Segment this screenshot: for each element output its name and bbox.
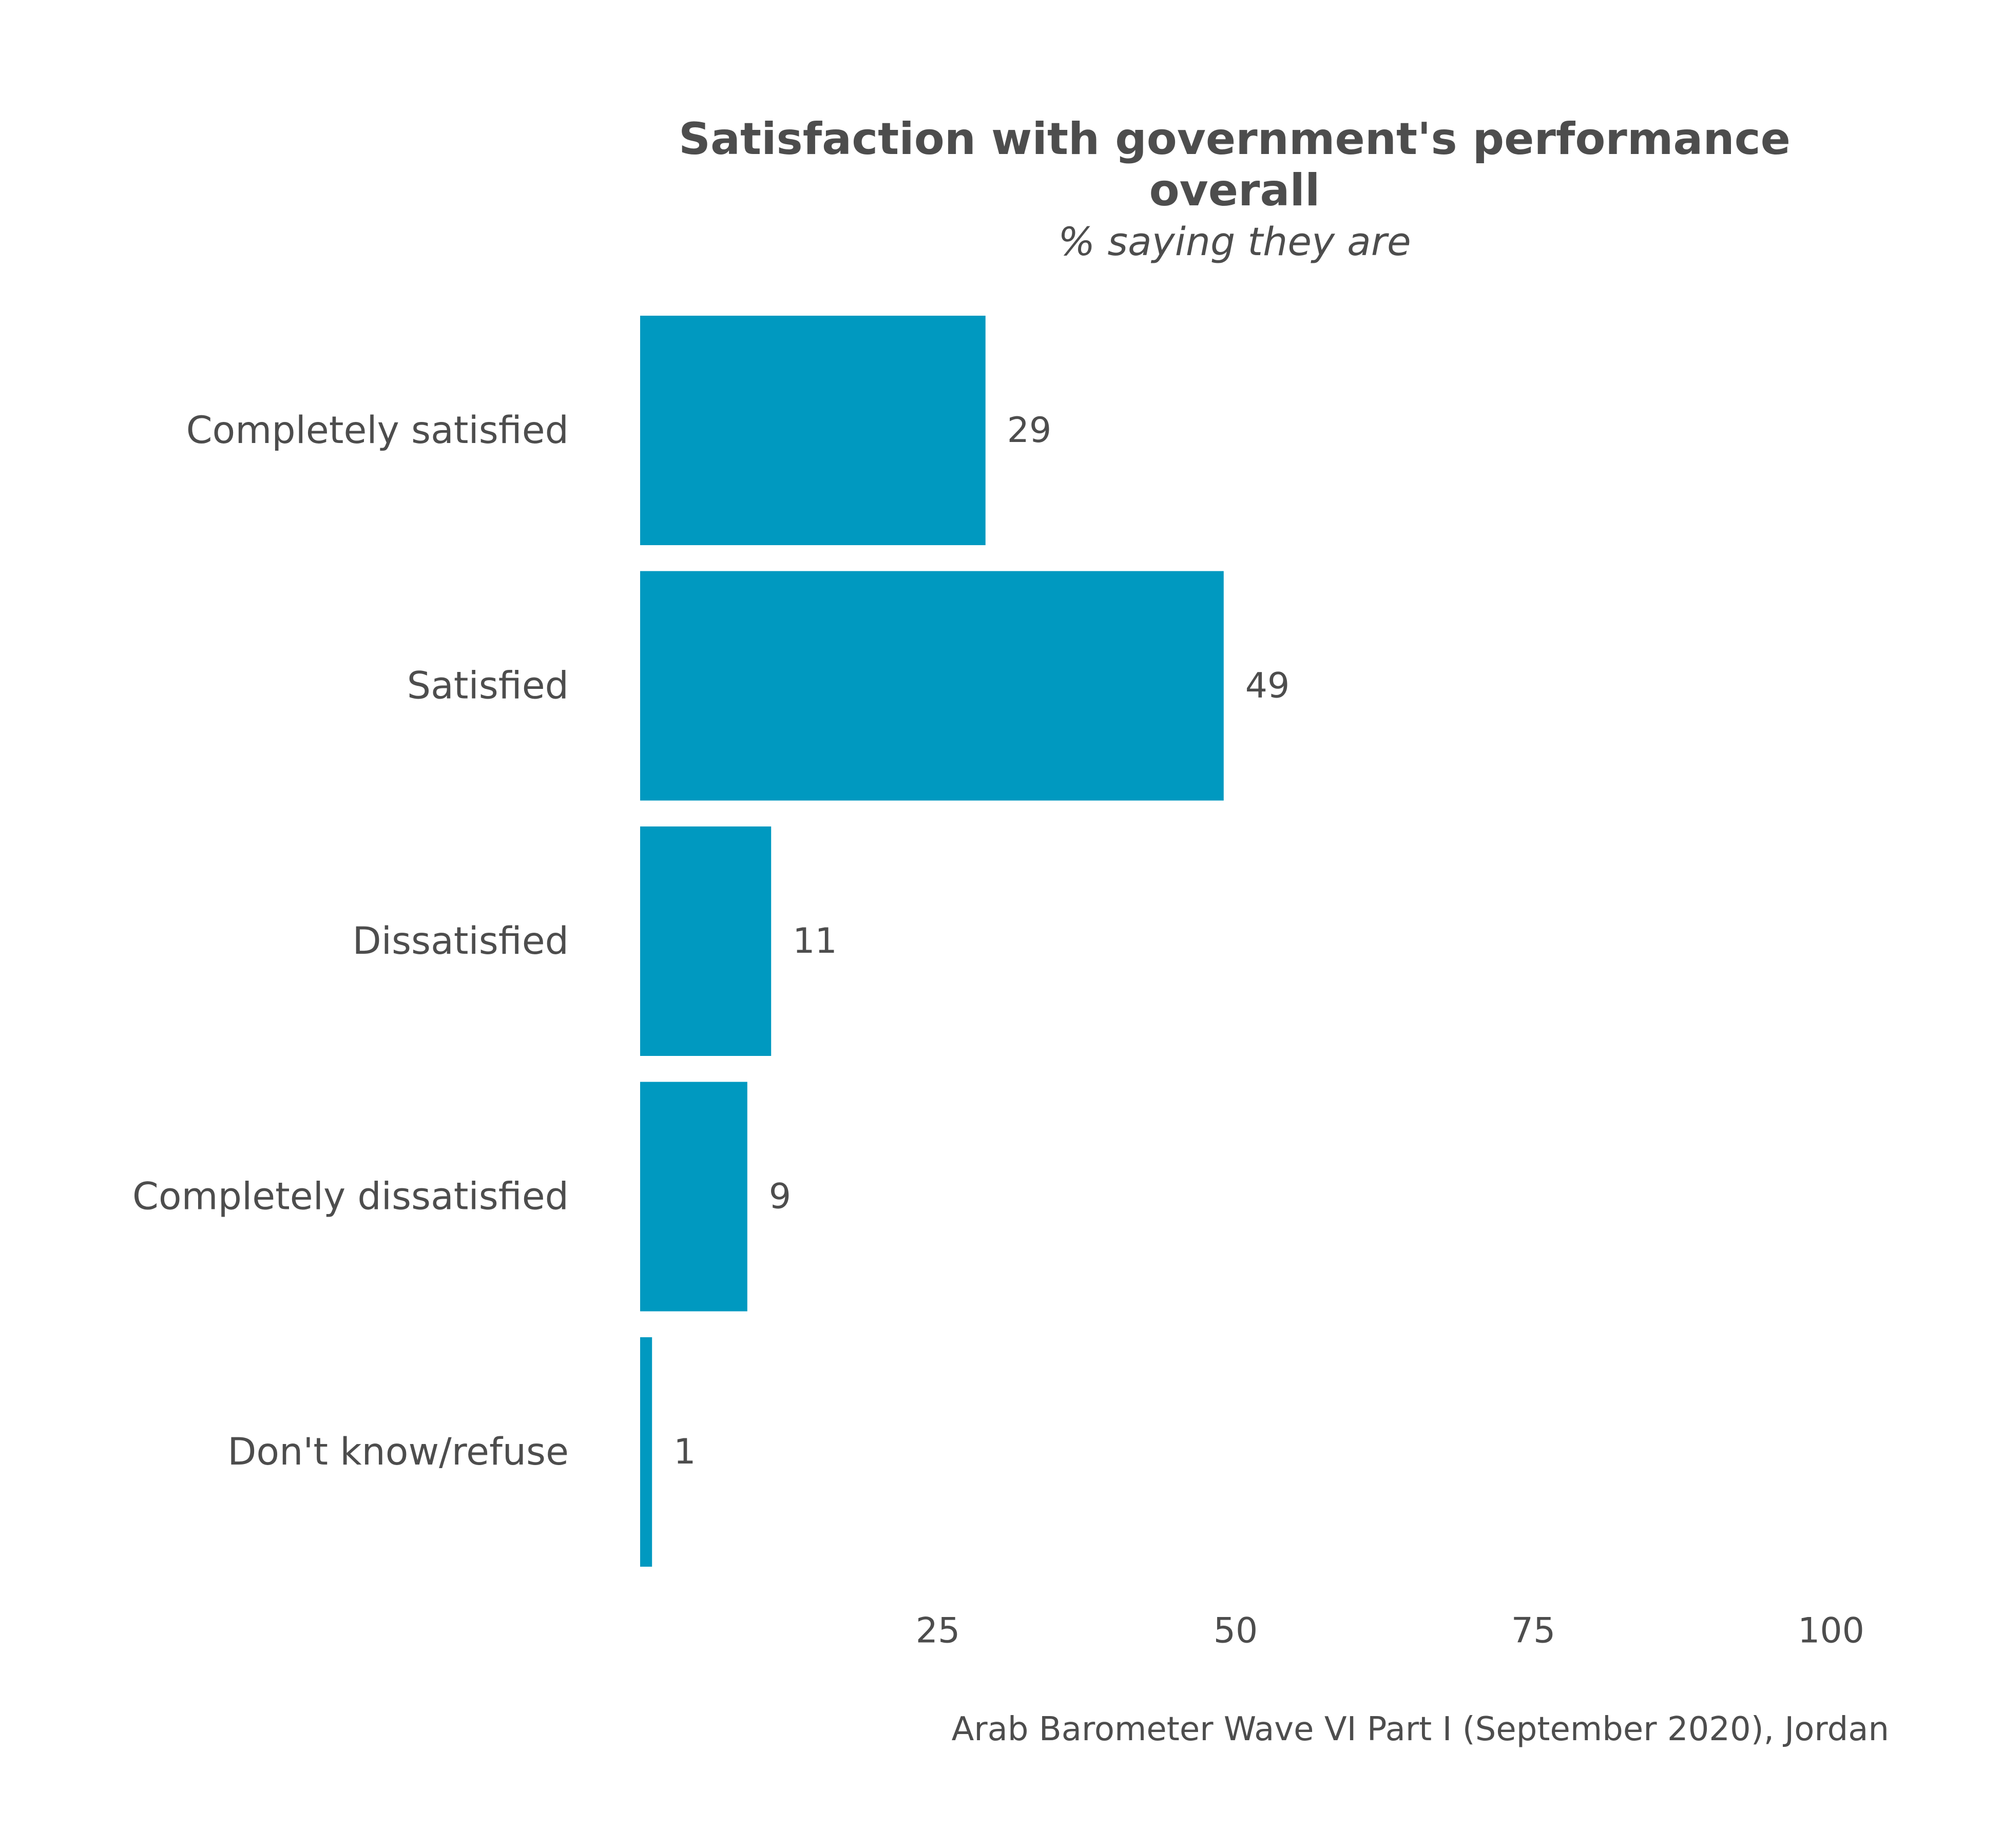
bar-satisfied	[640, 571, 1224, 801]
value-label-dissatisfied: 11	[793, 921, 837, 961]
bar-dissatisfied	[640, 826, 772, 1056]
x-tick-label: 25	[916, 1611, 960, 1651]
x-tick-label: 100	[1798, 1611, 1864, 1651]
category-label-don-t-know-refuse: Don't know/refuse	[227, 1430, 569, 1474]
value-labels-group: 29 49 11 9 1	[673, 410, 1289, 1472]
category-labels-group: Completely satisfied Satisfied Dissatisfie…	[132, 409, 569, 1474]
x-tick-label: 50	[1214, 1611, 1258, 1651]
value-label-completely-satisfied: 29	[1007, 410, 1052, 451]
bar-don-t-know-refuse	[640, 1337, 652, 1567]
x-tick-label: 75	[1511, 1611, 1556, 1651]
category-label-dissatisfied: Dissatisfied	[353, 919, 569, 963]
chart-subtitle: % saying they are	[1058, 219, 1411, 264]
x-axis-tick-labels: 25 50 75 100	[916, 1611, 1864, 1651]
category-label-completely-satisfied: Completely satisfied	[186, 409, 569, 452]
value-label-don-t-know-refuse: 1	[673, 1432, 696, 1472]
bars-group	[640, 316, 1224, 1567]
value-label-completely-dissatisfied: 9	[769, 1177, 791, 1217]
chart-title-line-1: Satisfaction with government's performan…	[679, 113, 1791, 165]
bar-completely-satisfied	[640, 316, 986, 545]
category-label-completely-dissatisfied: Completely dissatisfied	[132, 1175, 569, 1219]
bar-completely-dissatisfied	[640, 1082, 747, 1312]
chart-caption: Arab Barometer Wave VI Part I (September…	[952, 1710, 1889, 1748]
value-label-satisfied: 49	[1245, 666, 1290, 706]
category-label-satisfied: Satisfied	[407, 664, 569, 708]
chart-title-line-2: overall	[1149, 165, 1320, 216]
